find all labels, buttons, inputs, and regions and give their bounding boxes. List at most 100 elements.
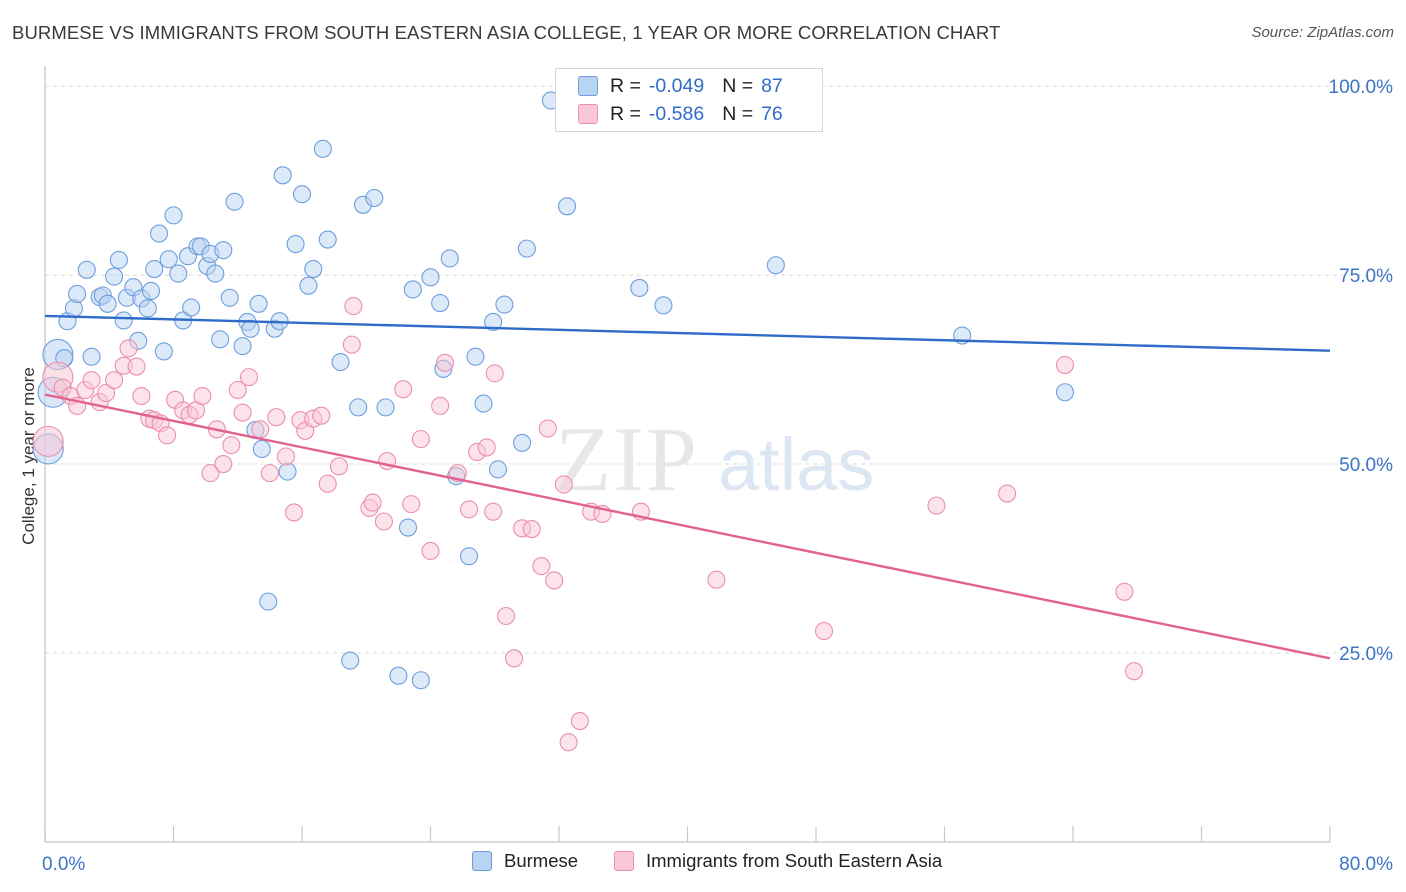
immigrants-point <box>504 649 524 668</box>
n-label: N = <box>722 74 754 97</box>
burmese-point <box>557 197 577 216</box>
immigrants-point <box>158 426 177 445</box>
burmese-point <box>68 284 87 304</box>
immigrants-point <box>233 403 252 422</box>
burmese-point <box>286 235 305 254</box>
burmese-point <box>495 295 514 314</box>
burmese-swatch <box>578 76 598 96</box>
burmese-point <box>488 460 508 479</box>
burmese-point <box>474 394 493 413</box>
immigrants-point <box>32 425 64 457</box>
stats-legend-row-immigrants: R = -0.586 N = 76 <box>578 101 783 127</box>
x-tick-label: 80.0% <box>1339 854 1393 875</box>
burmese-point <box>182 298 201 317</box>
burmese-point <box>105 267 124 286</box>
immigrants-point <box>431 396 450 415</box>
immigrants-point <box>1115 582 1134 601</box>
burmese-point <box>169 264 188 283</box>
watermark-atlas: atlas <box>718 423 874 506</box>
burmese-point <box>376 398 395 417</box>
immigrants-legend-swatch <box>614 851 634 871</box>
burmese-point <box>214 241 233 260</box>
immigrants-point <box>127 357 146 376</box>
immigrants-point <box>814 622 834 641</box>
burmese-point <box>241 319 260 338</box>
legend-item-immigrants[interactable]: Immigrants from South Eastern Asia <box>614 850 942 872</box>
burmese-point <box>278 462 297 481</box>
burmese-point <box>77 260 96 279</box>
burmese-point <box>654 296 673 315</box>
immigrants-point <box>927 496 946 515</box>
burmese-point <box>411 671 430 690</box>
immigrants-point <box>344 297 363 316</box>
immigrants-point <box>193 386 212 406</box>
burmese-point <box>259 592 278 611</box>
immigrants-point <box>435 353 455 372</box>
burmese-point <box>365 188 384 208</box>
immigrants-point <box>260 464 279 483</box>
burmese-point <box>466 347 485 366</box>
burmese-point <box>220 288 239 307</box>
burmese-point <box>517 239 536 258</box>
immigrants-point <box>363 493 382 512</box>
burmese-point <box>630 278 649 297</box>
immigrants-point <box>459 500 479 519</box>
watermark-zip: ZIP <box>555 408 699 510</box>
burmese-point <box>304 259 323 279</box>
r-value: -0.586 <box>648 102 705 125</box>
r-label: R = <box>610 74 641 97</box>
burmese-point <box>138 299 157 318</box>
immigrants-point <box>554 475 573 494</box>
burmese-point <box>398 518 418 537</box>
immigrants-point <box>201 464 220 483</box>
immigrants-point <box>228 380 247 400</box>
legend-item-burmese[interactable]: Burmese <box>472 850 578 872</box>
immigrants-point <box>411 430 430 449</box>
immigrants-point <box>312 406 331 425</box>
burmese-point <box>109 250 128 270</box>
immigrants-point <box>96 383 116 403</box>
immigrants-point <box>394 380 413 399</box>
immigrants-point <box>496 606 516 626</box>
y-tick-label: 100.0% <box>1329 77 1394 98</box>
immigrants-point <box>132 386 151 406</box>
n-label: N = <box>722 102 754 125</box>
immigrants-point <box>522 520 541 539</box>
legend-label: Burmese <box>504 850 579 871</box>
burmese-legend-swatch <box>472 851 492 871</box>
immigrants-point <box>82 371 101 390</box>
immigrants-swatch <box>578 104 598 124</box>
burmese-point <box>459 547 479 566</box>
burmese-point <box>513 433 532 452</box>
immigrants-point <box>545 571 564 590</box>
immigrants-point <box>532 557 551 576</box>
burmese-point <box>145 259 164 279</box>
immigrants-point <box>119 339 138 358</box>
immigrants-point <box>559 733 578 752</box>
burmese-trendline <box>44 314 1331 352</box>
burmese-point <box>313 139 332 158</box>
legend-label: Immigrants from South Eastern Asia <box>646 850 943 871</box>
immigrants-point <box>477 438 496 457</box>
r-label: R = <box>610 102 641 125</box>
n-value: 87 <box>761 74 783 97</box>
immigrants-point <box>329 457 348 476</box>
immigrants-point <box>402 495 421 514</box>
stats-legend-row-burmese: R = -0.049 N = 87 <box>578 73 783 99</box>
immigrants-point <box>1124 662 1144 681</box>
burmese-point <box>225 192 244 211</box>
y-tick-label: 75.0% <box>1339 266 1393 287</box>
burmese-point <box>440 249 459 268</box>
y-tick-label: 25.0% <box>1339 644 1393 665</box>
burmese-point <box>154 342 173 361</box>
burmese-point <box>211 330 230 349</box>
burmese-point <box>273 166 292 185</box>
burmese-point <box>403 280 422 299</box>
burmese-point <box>164 206 183 225</box>
burmese-point <box>292 185 312 204</box>
immigrants-point <box>421 541 440 561</box>
immigrants-point <box>284 503 304 522</box>
immigrants-point <box>342 335 361 354</box>
immigrants-point <box>374 512 393 531</box>
